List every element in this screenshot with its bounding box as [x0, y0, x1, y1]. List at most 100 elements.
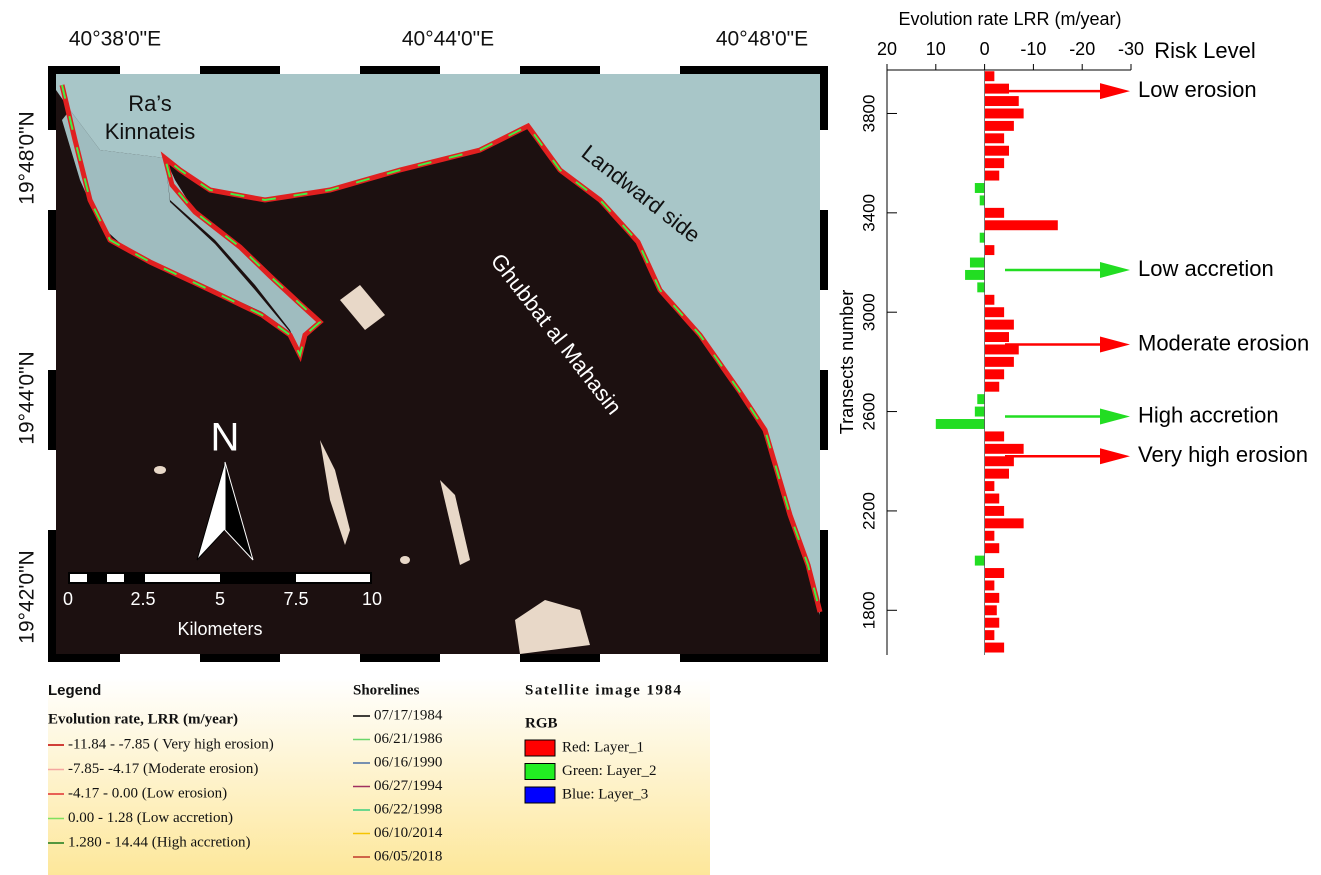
legend-label: 06/16/1990: [374, 754, 442, 770]
bar: [985, 133, 1005, 143]
legend-label: Red: Layer_1: [562, 739, 644, 755]
annotation-arrowhead: [1100, 262, 1130, 278]
legend-label: 06/05/2018: [374, 848, 442, 864]
figure: N 0 2.5 5 7.5 10 Kilometers Ra’s Kinnate…: [0, 0, 1321, 875]
legend-label: 06/27/1994: [374, 778, 443, 794]
bar: [985, 494, 1000, 504]
legend-label: -4.17 - 0.00 (Low erosion): [68, 785, 227, 801]
page: N 0 2.5 5 7.5 10 Kilometers Ra’s Kinnate…: [0, 0, 1321, 875]
annotation-arrowhead: [1100, 83, 1130, 99]
bar: [985, 369, 1005, 379]
bar: [985, 208, 1005, 218]
y-tick-label: 3400: [859, 194, 878, 232]
scale-label: 0: [63, 589, 73, 609]
legend-label: 07/17/1984: [374, 707, 443, 723]
legend-label: 06/10/2014: [374, 825, 443, 841]
annotation-arrowhead: [1100, 409, 1130, 425]
bar: [985, 344, 1019, 354]
bar: [985, 469, 1009, 479]
y-tick-label: 1800: [859, 591, 878, 629]
bar: [970, 258, 985, 268]
legend-label: Blue: Layer_3: [562, 786, 648, 802]
legend-label: 06/22/1998: [374, 801, 442, 817]
y-tick-label: 2200: [859, 492, 878, 530]
bar: [985, 431, 1005, 441]
north-label: N: [211, 416, 240, 460]
legend-swatch: [525, 740, 555, 756]
legend-swatch: [525, 764, 555, 780]
bar: [985, 518, 1024, 528]
bar: [975, 556, 985, 566]
bar: [985, 220, 1058, 230]
annotation-arrowhead: [1100, 336, 1130, 352]
place-name: Ra’s: [128, 91, 172, 116]
x-tick-label: -30: [1118, 39, 1144, 59]
legend-label: 1.280 - 14.44 (High accretion): [68, 834, 250, 850]
x-tick-label: 20: [877, 39, 897, 59]
bar: [985, 171, 1000, 181]
bar: [985, 332, 1009, 342]
bar: [985, 593, 1000, 603]
annotation-label: Low erosion: [1138, 77, 1257, 102]
legend-title: Legend: [48, 682, 101, 699]
axis-title: Evolution rate LRR (m/year): [898, 9, 1121, 29]
bar: [985, 158, 1005, 168]
bar: [985, 481, 995, 491]
lon-label: 40°48'0"E: [716, 28, 808, 51]
lon-label: 40°38'0"E: [69, 28, 161, 51]
annotation-arrowhead: [1100, 448, 1130, 464]
bar: [980, 233, 985, 243]
lrr-chart: Evolution rate LRR (m/year) Risk Level Tra…: [837, 9, 1309, 655]
bar: [985, 506, 1005, 516]
bar: [985, 295, 995, 305]
bar: [985, 605, 997, 615]
legend-swatch: [525, 787, 555, 803]
bar: [985, 307, 1005, 317]
bar: [975, 407, 985, 417]
annotation-label: Moderate erosion: [1138, 330, 1309, 355]
bar: [985, 96, 1019, 106]
bar: [985, 618, 1000, 628]
axis-title: Transects number: [837, 290, 857, 434]
x-tick-label: -20: [1069, 39, 1095, 59]
bar: [985, 245, 995, 255]
lon-label: 40°44'0"E: [402, 28, 494, 51]
legend-section-title: Shorelines: [353, 682, 420, 698]
lat-label: 19°48'0"N: [16, 111, 39, 204]
bar: [985, 71, 995, 81]
bar: [985, 357, 1014, 367]
legend-label: Green: Layer_2: [562, 763, 657, 779]
bar: [965, 270, 985, 280]
bar: [985, 320, 1014, 330]
bar: [985, 444, 1024, 454]
scale-label: 7.5: [283, 589, 308, 609]
legend-section-title: RGB: [525, 715, 558, 731]
x-tick-label: -10: [1020, 39, 1046, 59]
bar: [985, 109, 1024, 119]
legend-label: -7.85- -4.17 (Moderate erosion): [68, 761, 258, 777]
lat-label: 19°44'0"N: [16, 351, 39, 444]
annotation-label: Low accretion: [1138, 256, 1274, 281]
bar: [975, 183, 985, 193]
bar: [977, 394, 984, 404]
annotation-label: High accretion: [1138, 402, 1279, 427]
lat-label: 19°42'0"N: [16, 550, 39, 643]
bar: [977, 282, 984, 292]
bar: [985, 643, 1005, 653]
scale-label: 2.5: [130, 589, 155, 609]
scale-label: 5: [215, 589, 225, 609]
bar: [985, 382, 1000, 392]
bar: [985, 146, 1009, 156]
scale-label: 10: [362, 589, 382, 609]
y-tick-label: 3800: [859, 95, 878, 133]
y-tick-label: 3000: [859, 293, 878, 331]
bar: [985, 630, 995, 640]
legend-label: 06/21/1986: [374, 731, 443, 747]
legend-section-title: Satellite image 1984: [525, 682, 682, 698]
bar: [985, 456, 1014, 466]
risk-title: Risk Level: [1154, 38, 1255, 63]
scale-unit: Kilometers: [177, 619, 262, 639]
annotation-label: Very high erosion: [1138, 442, 1308, 467]
scale-bar: [68, 572, 372, 584]
y-tick-label: 2600: [859, 393, 878, 431]
